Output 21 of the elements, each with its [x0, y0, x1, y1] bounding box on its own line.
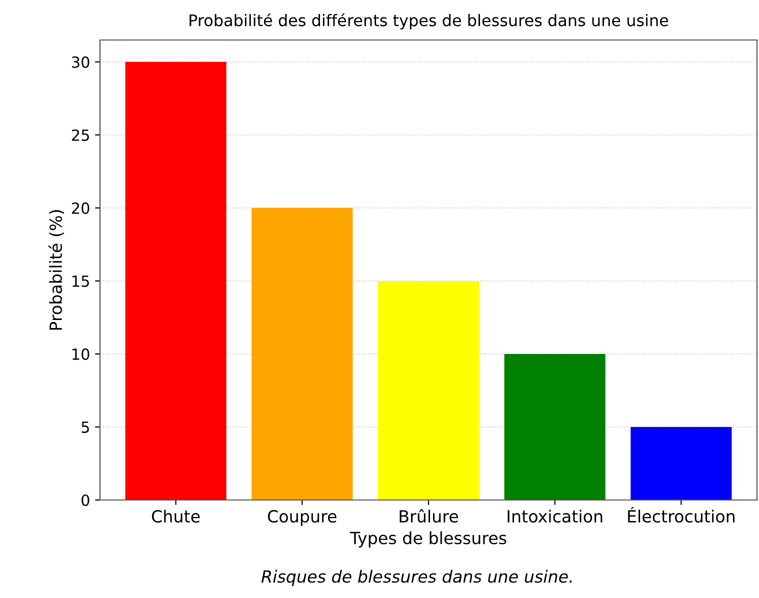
- x-tick-label: Chute: [152, 510, 200, 523]
- y-tick-label: 30: [72, 56, 90, 68]
- chart-title: Probabilité des différents types de blessures dans une usine: [190, 13, 668, 30]
- x-axis-title: Types de blessures: [350, 531, 506, 548]
- y-tick-label: 5: [82, 422, 89, 434]
- x-tick-label: Brûlure: [400, 509, 458, 523]
- text: Risques de blessures dans une usine.: [261, 570, 572, 586]
- x-tick-label: Intoxication: [508, 510, 602, 523]
- y-tick-label: 20: [72, 202, 90, 214]
- bar: [504, 354, 606, 500]
- y-tick-label: 15: [72, 276, 89, 287]
- y-tick-label: 0: [82, 494, 90, 506]
- bar: [125, 62, 226, 500]
- y-tick-label: 25: [72, 129, 89, 141]
- y-tick-label: 10: [72, 348, 90, 360]
- x-tick-label: Coupure: [268, 510, 336, 526]
- bar: [378, 280, 480, 500]
- y-axis-title: Probabilité (%): [48, 210, 64, 330]
- bar: [630, 426, 732, 500]
- bar: [252, 208, 353, 500]
- x-tick-label: Électrocution: [628, 506, 734, 523]
